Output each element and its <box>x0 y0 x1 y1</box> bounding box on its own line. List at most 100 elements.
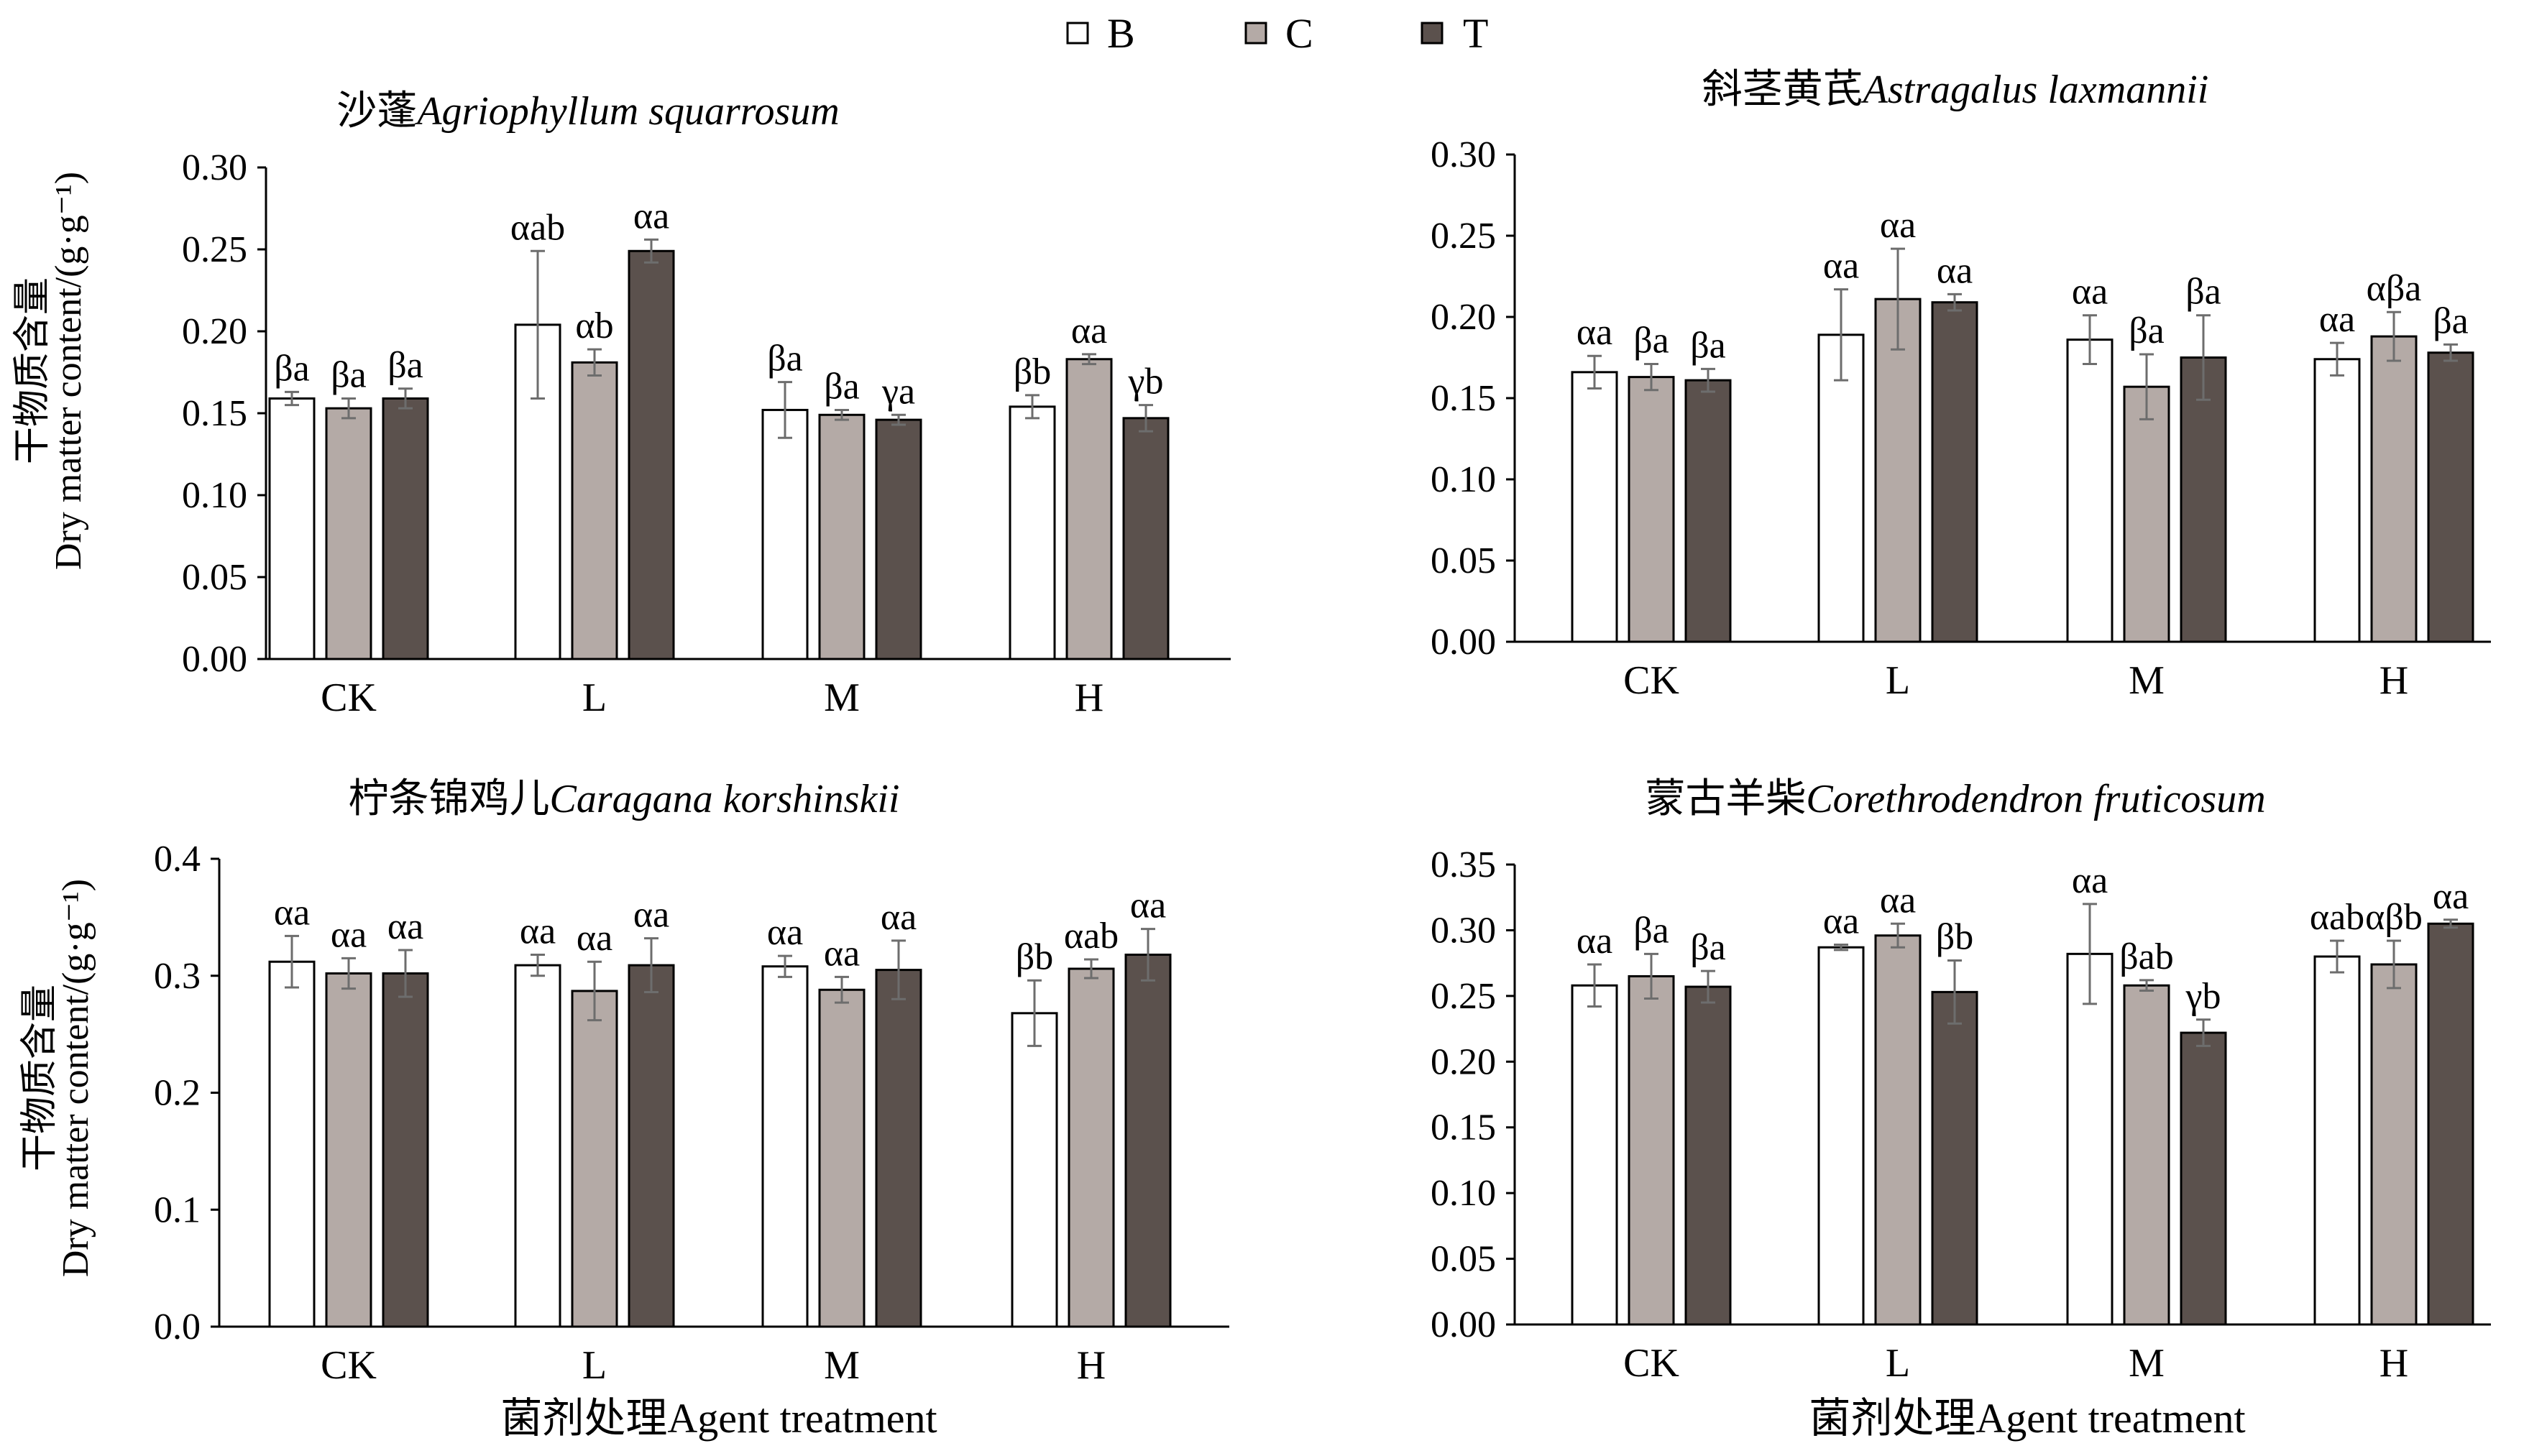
panel-corethrodendron-fruticosum: 蒙古羊柴Corethrodendron fruticosum 菌剂处理Agent… <box>1431 777 2491 1442</box>
bar-c <box>1068 967 1115 1328</box>
panel-title: 斜茎黄芪Astragalus laxmannii <box>1702 68 2209 112</box>
legend-swatch-t <box>1421 22 1444 45</box>
significance-label: βa <box>1633 321 1669 361</box>
bar-c <box>1628 376 1675 643</box>
significance-label: βa <box>1690 325 1726 366</box>
significance-label: αa <box>387 906 423 947</box>
panel-title: 柠条锦鸡儿Caragana korshinskii <box>349 777 900 821</box>
significance-label: αab <box>1064 916 1119 957</box>
bar-c <box>2123 385 2170 643</box>
significance-label: αa <box>767 912 803 953</box>
y-tick-label: 0.30 <box>182 147 247 188</box>
bar-c <box>571 990 618 1328</box>
significance-label: αa <box>2319 299 2355 340</box>
legend-swatch-c <box>1244 22 1267 45</box>
bar-t <box>628 249 675 660</box>
y-tick-label: 0.00 <box>182 639 247 680</box>
x-tick-label: M <box>824 676 860 720</box>
significance-label: αa <box>1577 312 1612 353</box>
bar-b <box>761 965 809 1328</box>
legend-label-b: B <box>1107 10 1135 57</box>
bar-b <box>2066 952 2114 1326</box>
bar-c <box>325 972 372 1328</box>
y-tick-label: 0.1 <box>154 1189 201 1230</box>
y-tick-label: 0.10 <box>1431 459 1496 500</box>
significance-label: βa <box>1690 927 1726 968</box>
significance-label: γa <box>881 371 915 412</box>
legend-label-c: C <box>1285 10 1313 57</box>
y-tick-label: 0.15 <box>1431 1107 1496 1148</box>
significance-label: βab <box>2119 936 2174 977</box>
y-tick-label: 0.15 <box>1431 378 1496 419</box>
y-tick-label: 0.10 <box>182 475 247 516</box>
significance-label: αa <box>2433 876 2469 917</box>
bar-t <box>628 964 675 1328</box>
bar-c <box>818 988 866 1328</box>
y-tick-label: 0.20 <box>1431 1041 1496 1082</box>
panel-caragana-korshinskii: 柠条锦鸡儿Caragana korshinskii 干物质含量 Dry matt… <box>19 777 1229 1442</box>
significance-label: βa <box>2185 272 2221 313</box>
bar-c <box>1874 934 1922 1326</box>
bar-b <box>514 964 561 1328</box>
significance-label: αab <box>2310 897 2364 938</box>
y-tick-label: 0.3 <box>154 956 201 997</box>
bar-t <box>875 969 922 1328</box>
bar-b <box>2066 338 2114 643</box>
bar-t <box>1124 953 1172 1328</box>
significance-label: βb <box>1014 351 1051 392</box>
panel-title: 沙蓬Agriophyllum squarrosum <box>336 89 840 134</box>
y-tick-label: 0.15 <box>182 393 247 434</box>
x-tick-label: M <box>2129 658 2165 703</box>
significance-label: βa <box>387 345 423 386</box>
significance-label: αa <box>1937 250 1973 291</box>
bar-t <box>1122 417 1170 660</box>
bar-t <box>2427 351 2474 643</box>
significance-label: γb <box>2185 976 2221 1017</box>
y-tick-label: 0.00 <box>1431 1304 1496 1345</box>
y-tick-label: 0.4 <box>154 839 201 880</box>
y-tick-label: 0.20 <box>1431 297 1496 338</box>
y-tick-label: 0.25 <box>182 229 247 270</box>
y-tick-label: 0.35 <box>1431 844 1496 885</box>
bar-c <box>818 413 866 660</box>
y-tick-label: 0.20 <box>182 311 247 352</box>
x-tick-label: M <box>2129 1341 2165 1386</box>
significance-label: βa <box>2433 300 2469 341</box>
significance-label: αa <box>824 933 860 974</box>
significance-label: βa <box>1633 910 1669 951</box>
significance-label: αa <box>1071 310 1107 351</box>
bar-b <box>1571 371 1618 643</box>
significance-label: αa <box>1823 901 1859 942</box>
x-tick-label: H <box>2380 658 2408 703</box>
significance-label: αa <box>331 914 367 955</box>
significance-label: γb <box>1128 361 1164 402</box>
bar-t <box>1684 985 1732 1326</box>
bar-b <box>1817 946 1865 1326</box>
significance-label: αa <box>2072 860 2108 901</box>
significance-label: αa <box>1130 885 1166 926</box>
y-tick-label: 0.10 <box>1431 1173 1496 1214</box>
bar-c <box>1628 974 1675 1326</box>
bar-c <box>2123 984 2170 1326</box>
y-axis-title-en: Dry matter content/(g·g⁻¹) <box>55 879 96 1277</box>
bar-t <box>875 418 922 660</box>
legend-label-t: T <box>1463 10 1488 57</box>
bar-t <box>2427 922 2474 1326</box>
x-tick-label: CK <box>1623 658 1679 703</box>
significance-label: αa <box>881 897 917 938</box>
significance-label: αb <box>575 305 613 346</box>
significance-label: αa <box>1577 921 1612 962</box>
bar-t <box>382 397 429 660</box>
y-tick-label: 0.30 <box>1431 910 1496 951</box>
bar-b <box>1009 405 1056 660</box>
significance-label: βa <box>767 338 803 379</box>
bar-c <box>1874 298 1922 643</box>
panel-astragalus-laxmannii: 斜茎黄芪Astragalus laxmannii 0.00 0.05 0.10 0.1… <box>1431 68 2491 703</box>
significance-label: βa <box>331 354 367 395</box>
x-tick-label: H <box>2380 1341 2408 1386</box>
x-tick-label: CK <box>1623 1341 1679 1386</box>
x-tick-label: H <box>1077 1343 1106 1388</box>
significance-label: αa <box>2072 272 2108 313</box>
significance-label: βa <box>274 348 310 389</box>
